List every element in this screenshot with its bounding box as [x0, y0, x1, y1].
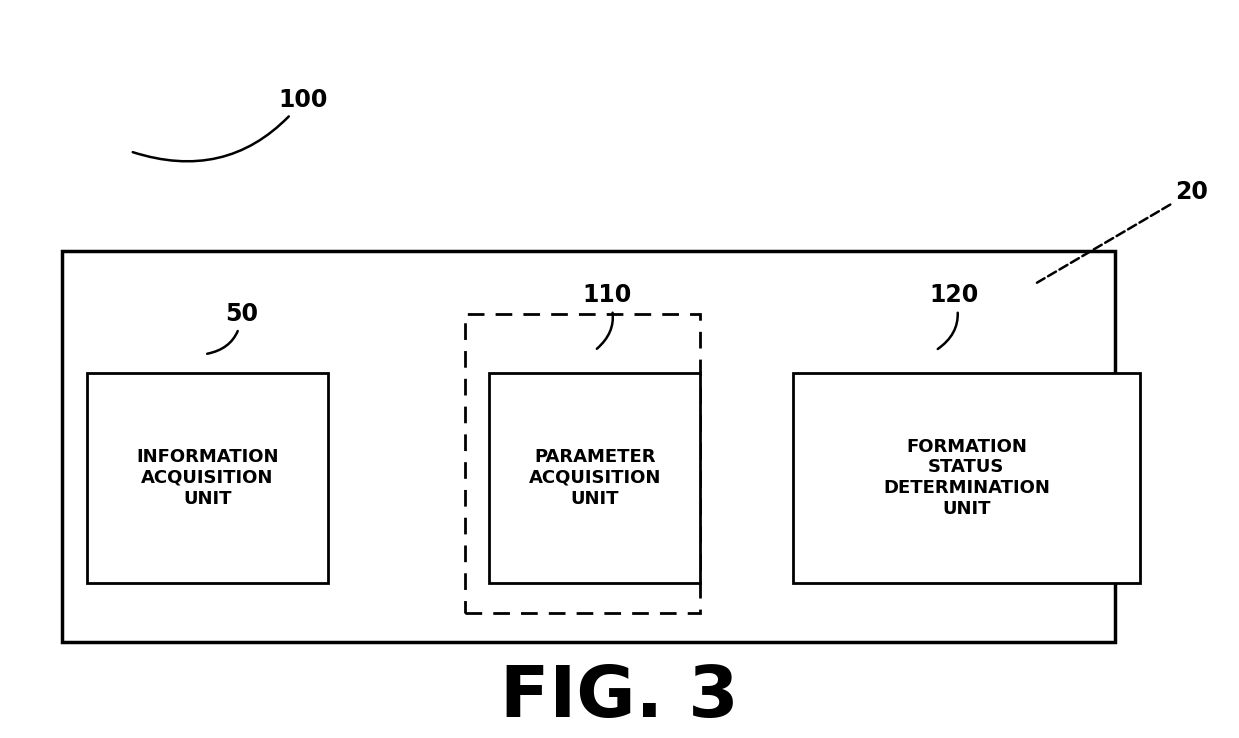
Text: 110: 110: [582, 283, 632, 349]
Text: 120: 120: [929, 283, 979, 349]
Text: PARAMETER
ACQUISITION
UNIT: PARAMETER ACQUISITION UNIT: [529, 448, 660, 508]
Bar: [87, 373, 328, 583]
Bar: [465, 314, 700, 613]
Text: FIG. 3: FIG. 3: [501, 663, 738, 732]
Text: 20: 20: [1037, 180, 1208, 283]
Text: FORMATION
STATUS
DETERMINATION
UNIT: FORMATION STATUS DETERMINATION UNIT: [883, 438, 1049, 518]
Bar: [793, 373, 1140, 583]
Text: 100: 100: [133, 88, 328, 162]
Text: INFORMATION
ACQUISITION
UNIT: INFORMATION ACQUISITION UNIT: [136, 448, 279, 508]
Text: 50: 50: [207, 302, 258, 354]
Bar: [62, 251, 1115, 642]
Bar: [489, 373, 700, 583]
